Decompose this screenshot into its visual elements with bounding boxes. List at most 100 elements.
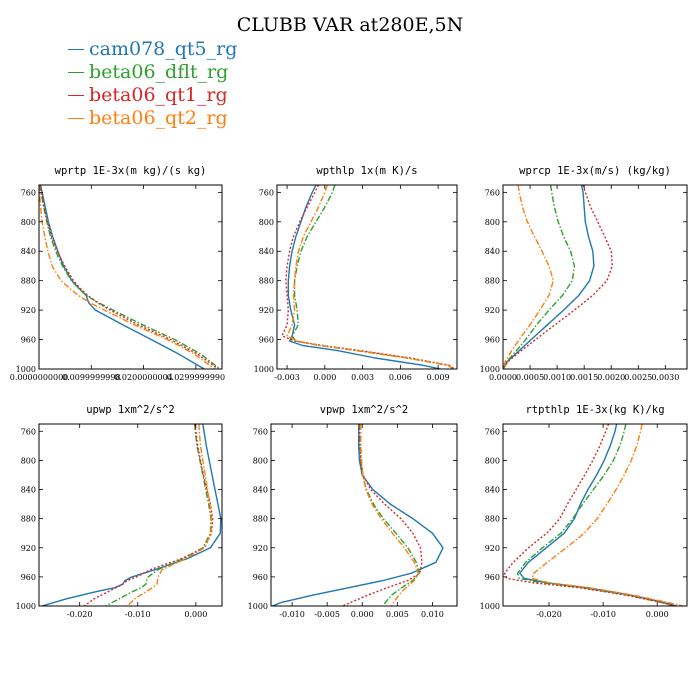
page-title: CLUBB VAR at280E,5N [236,14,464,36]
series-line [39,185,205,369]
series-line [286,185,454,369]
legend-item: beta06_qt1_rg [68,84,237,107]
x-tick-label: 0.0030 [651,373,679,382]
chart-title: rtpthlp 1E-3x(kg K)/kg [525,404,664,416]
x-tick-label: 0.0299999990 [167,373,226,382]
series-line [291,185,454,369]
series-line [272,424,444,606]
y-tick-label: 960 [485,336,500,345]
series-line [503,185,554,369]
legend-swatch [68,95,84,96]
legend-item: beta06_qt2_rg [68,107,237,130]
x-tick-label: 0.0005 [516,373,544,382]
y-tick-label: 960 [21,336,36,345]
y-tick-label: 920 [259,306,274,315]
x-tick-label: 0.006 [389,373,412,382]
series-line [41,424,222,606]
series-line [39,185,216,369]
plot-frame [502,184,688,370]
series-group [41,424,222,606]
x-tick-label: -0.010 [279,610,305,619]
series-line [39,185,219,369]
y-tick-label: 800 [21,456,36,465]
y-tick-label: 1000 [480,365,500,374]
x-tick-label: 0.009 [427,373,450,382]
series-line [39,185,221,369]
legend-item: beta06_dflt_rg [68,61,237,84]
legend-item: cam078_qt5_rg [68,38,237,61]
y-tick-label: 1000 [16,365,36,374]
y-tick-label: 800 [259,218,274,227]
series-line [342,424,423,606]
y-tick-label: 1000 [254,365,274,374]
chart-title: wpthlp 1x(m K)/s [316,165,417,177]
series-group [281,185,455,369]
y-tick-label: 840 [253,486,268,495]
y-tick-label: 840 [259,247,274,256]
y-tick-label: 920 [485,306,500,315]
y-tick-label: 800 [485,456,500,465]
y-tick-label: 840 [485,247,500,256]
y-tick-label: 840 [21,247,36,256]
x-tick-label: -0.020 [536,610,562,619]
y-tick-label: 760 [259,188,274,197]
series-group [39,185,221,369]
y-tick-label: 880 [253,515,268,524]
plot-frame [270,423,458,607]
y-tick-label: 760 [253,427,268,436]
legend: cam078_qt5_rg beta06_dflt_rg beta06_qt1_… [68,38,237,130]
y-tick-label: 1000 [248,602,268,611]
y-tick-label: 960 [259,336,274,345]
y-tick-label: 840 [485,486,500,495]
legend-swatch [68,49,84,50]
series-line [503,424,675,606]
series-line [516,424,674,606]
y-tick-label: 920 [253,544,268,553]
y-tick-label: 1000 [16,602,36,611]
legend-swatch [68,72,84,73]
y-tick-label: 920 [21,306,36,315]
y-tick-label: 760 [485,427,500,436]
y-tick-label: 960 [21,573,36,582]
x-tick-label: 0.0015 [570,373,598,382]
series-group [503,185,613,369]
x-tick-label: 0.0010 [543,373,571,382]
y-tick-label: 880 [485,277,500,286]
series-group [272,424,444,606]
x-tick-label: 0.000 [646,610,669,619]
y-tick-label: 920 [485,544,500,553]
x-tick-label: 0.0020 [597,373,625,382]
x-tick-label: -0.010 [125,610,151,619]
plot-frame [276,184,458,370]
x-tick-label: 0.0200000004 [114,373,173,382]
series-line [83,424,214,606]
y-tick-label: 1000 [480,602,500,611]
y-tick-label: 960 [253,573,268,582]
x-tick-label: -0.010 [590,610,616,619]
chart-panel: wprcp 1E-3x(m/s) (kg/kg)0.0000 0.0005 0.00… [480,165,688,382]
chart-panel: rtpthlp 1E-3x(kg K)/kg -0.020 -0.010 0.000 7… [480,404,688,619]
series-line [287,185,441,369]
x-tick-label: -0.005 [314,610,340,619]
chart-panel: upwp 1xm^2/s^2 -0.020 -0.010 0.000 760 800 840… [16,404,223,619]
y-tick-label: 800 [21,218,36,227]
legend-label: beta06_dflt_rg [89,61,229,83]
legend-label: beta06_qt1_rg [89,84,228,106]
plot-frame [38,423,223,607]
x-tick-label: 0.000 [313,373,336,382]
series-line [503,185,613,369]
chart-title: upwp 1xm^2/s^2 [86,404,175,416]
y-tick-label: 920 [21,544,36,553]
x-tick-label: 0.005 [386,610,409,619]
series-line [281,185,455,369]
chart-title: vpwp 1xm^2/s^2 [320,404,409,416]
chart-title: wprcp 1E-3x(m/s) (kg/kg) [519,165,671,177]
x-tick-label: 0.0000 [489,373,517,382]
series-line [503,185,576,369]
series-line [503,185,595,369]
x-tick-label: 0.000 [351,610,374,619]
legend-swatch [68,118,84,119]
x-tick-label: 0.010 [421,610,444,619]
chart-title: wprtp 1E-3x(m kg)/(s kg) [55,165,207,177]
